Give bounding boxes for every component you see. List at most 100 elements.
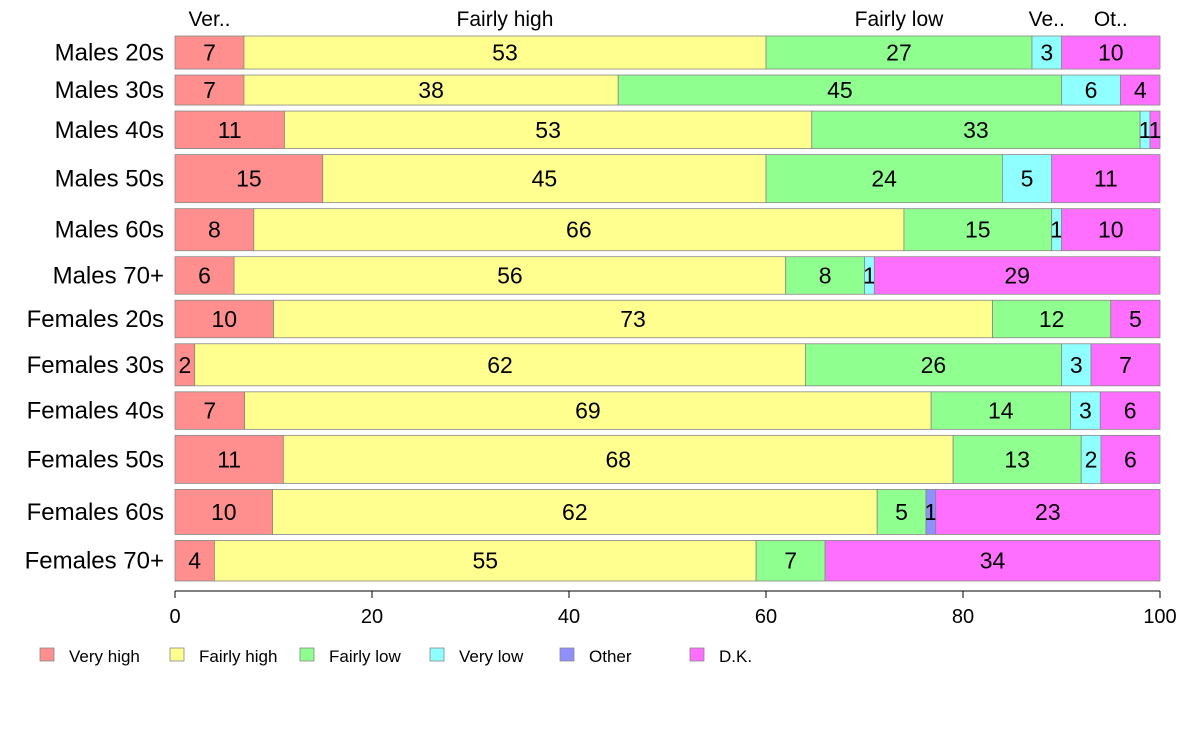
data-label-males-50s-fairly-high: 45 bbox=[532, 166, 558, 192]
data-label-males-40s-very-low: 1 bbox=[1139, 117, 1152, 143]
data-label-females-60s-fairly-high: 62 bbox=[562, 499, 588, 525]
bar-segment-females-20s-d-k bbox=[1110, 299, 1161, 339]
data-label-females-30s-very-low: 3 bbox=[1070, 352, 1083, 378]
bar-segment-females-40s-fairly-high bbox=[244, 391, 932, 430]
legend-label-very-high: Very high bbox=[69, 647, 140, 666]
data-label-females-50s-very-low: 2 bbox=[1085, 446, 1098, 472]
bar-segment-males-20s-very-high bbox=[174, 35, 245, 70]
data-label-females-60s-fairly-low: 5 bbox=[895, 499, 908, 525]
bar-segment-males-60s-very-high bbox=[174, 208, 255, 252]
bar-segment-females-50s-fairly-high bbox=[282, 434, 954, 484]
x-tick-label-100: 100 bbox=[1143, 606, 1176, 628]
bar-segment-males-30s-d-k bbox=[1120, 74, 1161, 106]
bar-segment-males-70-fairly-low bbox=[785, 256, 865, 295]
data-label-females-60s-d-k: 23 bbox=[1035, 499, 1061, 525]
bar-segment-males-40s-fairly-high bbox=[284, 110, 813, 150]
bar-segment-males-60s-fairly-low bbox=[903, 208, 1053, 252]
bar-segment-males-30s-fairly-high bbox=[243, 74, 619, 106]
bar-segment-males-30s-very-high bbox=[174, 74, 245, 106]
legend-swatch-fairly-high bbox=[169, 647, 185, 662]
legend-swatch-d-k bbox=[689, 647, 705, 662]
data-label-males-40s-very-high: 11 bbox=[218, 117, 242, 143]
top-label-fairly-low: Fairly low bbox=[855, 8, 945, 31]
top-label-fairly-high: Fairly high bbox=[457, 8, 554, 31]
data-label-males-60s-very-high: 8 bbox=[208, 217, 221, 243]
legend-swatch-other bbox=[559, 647, 575, 662]
data-label-females-30s-fairly-high: 62 bbox=[487, 352, 513, 378]
legend-label-fairly-high: Fairly high bbox=[199, 647, 277, 666]
bar-segment-females-30s-fairly-high bbox=[194, 343, 806, 387]
bar-segment-males-30s-very-low bbox=[1061, 74, 1121, 106]
data-label-males-70-fairly-low: 8 bbox=[819, 262, 832, 288]
bar-segment-males-40s-d-k bbox=[1149, 110, 1161, 150]
data-label-males-70-very-high: 6 bbox=[198, 262, 211, 288]
bar-segment-males-70-d-k bbox=[873, 256, 1161, 295]
data-label-males-40s-fairly-low: 33 bbox=[963, 117, 989, 143]
bar-segment-females-60s-fairly-low bbox=[876, 489, 927, 535]
bar-segment-females-50s-fairly-low bbox=[952, 434, 1082, 484]
data-label-females-50s-fairly-low: 13 bbox=[1004, 446, 1030, 472]
data-label-males-30s-d-k: 4 bbox=[1134, 77, 1147, 103]
bar-segment-males-50s-d-k bbox=[1051, 154, 1161, 204]
data-label-females-30s-very-high: 2 bbox=[178, 352, 191, 378]
data-label-females-20s-fairly-low: 12 bbox=[1039, 306, 1065, 332]
data-label-females-40s-very-low: 3 bbox=[1079, 398, 1092, 424]
legend-swatch-very-high bbox=[39, 647, 55, 662]
row-label-males-50s: Males 50s bbox=[55, 166, 164, 193]
data-label-males-60s-d-k: 10 bbox=[1098, 217, 1124, 243]
top-label-d-k: Ot.. bbox=[1094, 8, 1128, 31]
bar-segment-males-50s-very-low bbox=[1002, 154, 1053, 204]
data-label-males-60s-fairly-high: 66 bbox=[566, 217, 592, 243]
data-label-males-70-very-low: 1 bbox=[863, 262, 876, 288]
data-label-males-50s-d-k: 11 bbox=[1094, 166, 1118, 192]
bar-segment-females-30s-fairly-low bbox=[805, 343, 1062, 387]
data-label-males-30s-very-high: 7 bbox=[203, 77, 216, 103]
bar-segment-females-20s-very-high bbox=[174, 299, 274, 339]
legend-label-d-k: D.K. bbox=[719, 647, 752, 666]
x-tick-label-40: 40 bbox=[558, 606, 580, 628]
top-label-very-high: Ver.. bbox=[188, 8, 230, 31]
row-label-females-20s: Females 20s bbox=[27, 306, 164, 333]
bar-segment-males-70-fairly-high bbox=[233, 256, 787, 295]
data-label-females-70-fairly-high: 55 bbox=[472, 548, 498, 574]
data-label-females-30s-fairly-low: 26 bbox=[921, 352, 947, 378]
data-label-males-30s-fairly-low: 45 bbox=[827, 77, 853, 103]
row-label-females-30s: Females 30s bbox=[27, 352, 164, 379]
legend-label-other: Other bbox=[589, 647, 632, 666]
row-label-males-20s: Males 20s bbox=[55, 40, 164, 67]
data-label-males-20s-d-k: 10 bbox=[1098, 40, 1124, 66]
row-label-males-60s: Males 60s bbox=[55, 217, 164, 244]
data-label-females-20s-fairly-high: 73 bbox=[620, 306, 646, 332]
bar-segment-females-30s-d-k bbox=[1090, 343, 1161, 387]
data-label-males-50s-very-low: 5 bbox=[1021, 166, 1034, 192]
data-label-females-60s-other: 1 bbox=[924, 499, 937, 525]
row-label-females-60s: Females 60s bbox=[27, 499, 164, 526]
data-label-males-50s-fairly-low: 24 bbox=[871, 166, 897, 192]
row-label-males-70: Males 70+ bbox=[53, 262, 164, 289]
data-label-females-70-fairly-low: 7 bbox=[784, 548, 797, 574]
bar-segment-females-20s-fairly-low bbox=[992, 299, 1112, 339]
data-label-females-50s-very-high: 11 bbox=[217, 446, 241, 472]
bar-segment-females-70-very-high bbox=[174, 540, 215, 582]
data-label-females-20s-very-high: 10 bbox=[211, 306, 237, 332]
data-label-males-20s-very-high: 7 bbox=[203, 40, 216, 66]
data-label-females-20s-d-k: 5 bbox=[1129, 306, 1142, 332]
data-label-males-40s-fairly-high: 53 bbox=[535, 117, 561, 143]
data-label-males-70-d-k: 29 bbox=[1004, 262, 1030, 288]
bar-segment-males-60s-d-k bbox=[1061, 208, 1161, 252]
bar-segment-females-40s-d-k bbox=[1099, 391, 1161, 430]
data-label-females-50s-d-k: 6 bbox=[1124, 446, 1137, 472]
legend-swatch-very-low bbox=[429, 647, 445, 662]
data-label-males-30s-fairly-high: 38 bbox=[418, 77, 444, 103]
data-label-males-70-fairly-high: 56 bbox=[497, 262, 523, 288]
bar-segment-females-70-fairly-high bbox=[213, 540, 757, 582]
x-tick-label-60: 60 bbox=[755, 606, 777, 628]
bar-segment-females-70-fairly-low bbox=[755, 540, 826, 582]
row-label-females-50s: Females 50s bbox=[27, 446, 164, 473]
data-label-females-40s-fairly-low: 14 bbox=[988, 398, 1014, 424]
bar-segment-females-60s-fairly-high bbox=[272, 489, 878, 535]
row-label-females-70: Females 70+ bbox=[25, 548, 164, 575]
bar-segment-females-60s-d-k bbox=[935, 489, 1161, 535]
data-label-males-20s-fairly-high: 53 bbox=[492, 40, 518, 66]
data-label-females-30s-d-k: 7 bbox=[1119, 352, 1132, 378]
